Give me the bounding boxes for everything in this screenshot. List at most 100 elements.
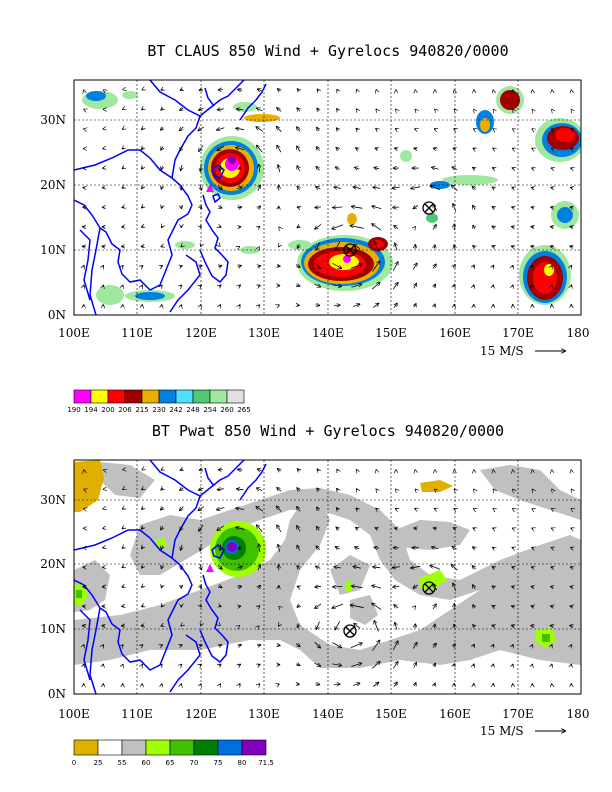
wind-vector-arrow [219, 664, 221, 666]
wind-vector-arrow [353, 244, 361, 250]
wind-vector-arrow [237, 207, 243, 208]
wind-vector-arrow [198, 488, 204, 491]
colorbar2-swatch [217, 739, 243, 756]
wind-vector-arrow [314, 603, 322, 609]
colorbar2-label: 55 [118, 759, 127, 767]
wind-vector-arrow [394, 148, 397, 149]
panel1-ytick: 0N [48, 308, 66, 322]
wind-vector-arrow [350, 605, 364, 609]
wind-vector-arrow [415, 226, 416, 227]
wind-vector-arrow [551, 547, 553, 548]
panel2-gyre-marker-1 [343, 624, 357, 638]
wind-vector-arrow [430, 186, 441, 190]
panel2-colorbar: 0 25 55 60 65 70 75 80 71.5 [72, 739, 274, 767]
wind-vector-arrow [179, 108, 183, 111]
panel1-xtick: 160E [439, 326, 471, 340]
panel1-typhoon-marker [206, 184, 214, 192]
wind-vector-arrow [161, 526, 164, 530]
wind-vector-arrow [219, 226, 221, 227]
wind-vector-arrow [180, 469, 183, 471]
wind-vector-arrow [141, 167, 143, 170]
wind-vector-arrow [473, 644, 475, 647]
wind-vector-arrow [315, 586, 322, 587]
wind-vector-arrow [371, 603, 382, 610]
wind-vector-arrow [161, 605, 162, 607]
colorbar1-swatch [226, 389, 245, 404]
wind-vector-arrow [532, 644, 533, 646]
wind-vector-arrow [141, 489, 143, 490]
wind-vector-arrow [102, 548, 104, 549]
wind-vector-arrow [239, 285, 241, 287]
panel1-xtick: 100E [58, 326, 90, 340]
wind-vector-arrow [258, 185, 261, 191]
panel1-vector-scale: 15 M/S [480, 344, 566, 358]
wind-vector-arrow [141, 206, 143, 208]
wind-vector-arrow [200, 544, 201, 551]
wind-vector-arrow [180, 645, 183, 646]
panel1-frame [73, 79, 582, 316]
wind-vector-arrow [473, 129, 474, 130]
wind-vector-arrow [357, 89, 358, 90]
panel2-xtick: 120E [185, 707, 217, 721]
wind-vector-arrow [259, 684, 260, 686]
wind-vector-arrow [161, 285, 162, 287]
wind-vector-arrow [453, 583, 457, 592]
colorbar1-label: 230 [152, 406, 165, 414]
wind-vector-arrow [472, 565, 476, 569]
wind-vector-arrow [256, 107, 263, 111]
wind-vector-arrow [472, 186, 476, 190]
wind-vector-arrow [492, 226, 495, 228]
wind-vector-arrow [354, 167, 360, 169]
wind-vector-arrow [353, 683, 360, 686]
wind-vector-arrow [434, 244, 435, 248]
wind-vector-arrow [433, 264, 436, 269]
wind-vector-arrow [492, 527, 494, 529]
wind-vector-arrow [217, 564, 222, 569]
wind-vector-arrow [512, 187, 515, 188]
wind-vector-arrow [433, 224, 436, 230]
wind-vector-arrow [200, 564, 202, 570]
wind-vector-arrow [160, 507, 163, 510]
panel2-ytick: 0N [48, 687, 66, 701]
wind-vector-arrow [277, 266, 281, 267]
wind-vector-arrow [237, 586, 243, 587]
wind-vector-arrow [256, 525, 263, 533]
wind-vector-arrow [256, 488, 263, 491]
wind-vector-arrow [161, 664, 162, 666]
wind-vector-arrow [356, 488, 357, 490]
wind-vector-arrow [219, 285, 221, 287]
wind-vector-arrow [258, 285, 261, 286]
wind-vector-arrow [296, 545, 300, 551]
wind-vector-arrow [332, 224, 344, 229]
wind-vector-arrow [434, 109, 435, 110]
panel-claus: BT CLAUS 850 Wind + Gyrelocs 940820/0000 [40, 42, 589, 414]
wind-vector-arrow [235, 147, 245, 150]
wind-vector-arrow [531, 606, 534, 607]
wind-vector-arrow [395, 622, 397, 630]
wind-vector-arrow [220, 544, 221, 551]
wind-vector-arrow [161, 469, 163, 470]
wind-vector-arrow [141, 626, 144, 627]
wind-vector-arrow [511, 586, 514, 587]
wind-vector-arrow [316, 507, 319, 511]
panel2-vector-scale: 15 M/S [480, 724, 566, 738]
wind-vector-arrow [395, 128, 397, 130]
wind-vector-arrow [570, 606, 573, 607]
wind-vector-arrow [492, 167, 494, 169]
wind-vector-arrow [278, 164, 280, 172]
wind-vector-arrow [142, 469, 143, 470]
wind-vector-arrow [141, 128, 143, 130]
wind-vector-arrow [141, 265, 143, 266]
wind-vector-arrow [513, 109, 514, 110]
colorbar1-swatch [90, 389, 109, 404]
wind-vector-arrow [474, 109, 475, 110]
wind-vector-arrow [141, 586, 143, 588]
wind-vector-arrow [353, 623, 361, 629]
wind-vector-arrow [415, 606, 416, 607]
wind-vector-arrow [511, 625, 515, 626]
panel2-plot-area [74, 460, 581, 694]
wind-vector-arrow [332, 642, 343, 648]
wind-vector-arrow [180, 89, 183, 90]
wind-vector-arrow [180, 145, 183, 152]
wind-vector-arrow [278, 544, 280, 552]
